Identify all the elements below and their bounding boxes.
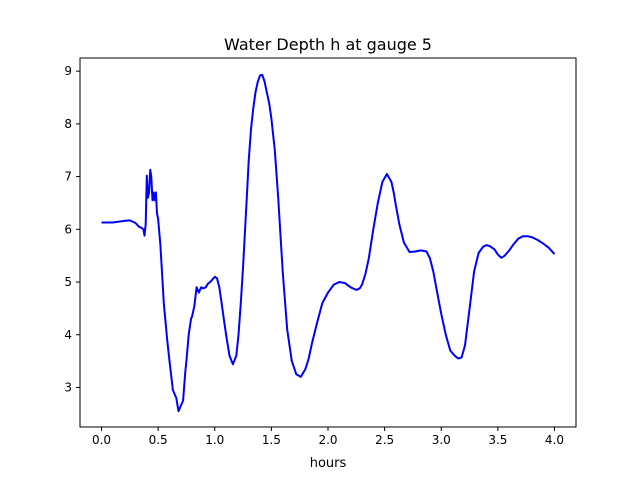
y-tick-label: 5 — [64, 275, 72, 289]
x-tick-label: 2.5 — [375, 433, 394, 447]
x-axis: 0.0 0.5 1.0 1.5 2.0 2.5 3.0 3.5 4.0 — [92, 427, 564, 447]
chart-title: Water Depth h at gauge 5 — [224, 35, 432, 54]
x-axis-label: hours — [310, 456, 347, 471]
x-tick-label: 0.5 — [149, 433, 168, 447]
x-tick-label: 1.0 — [205, 433, 224, 447]
x-tick-label: 3.5 — [488, 433, 507, 447]
series-layer — [101, 73, 556, 413]
y-tick-label: 6 — [64, 222, 72, 236]
x-tick-label: 2.0 — [318, 433, 337, 447]
x-tick-label: 1.5 — [262, 433, 281, 447]
y-tick-label: 8 — [64, 117, 72, 131]
series-line-0 — [101, 73, 556, 413]
y-tick-label: 4 — [64, 328, 72, 342]
y-tick-label: 3 — [64, 380, 72, 394]
y-tick-label: 9 — [64, 64, 72, 78]
x-tick-label: 0.0 — [92, 433, 111, 447]
y-axis: 3 4 5 6 7 8 9 — [64, 64, 80, 394]
x-tick-label: 3.0 — [432, 433, 451, 447]
y-tick-label: 7 — [64, 170, 72, 184]
x-tick-label: 4.0 — [545, 433, 564, 447]
